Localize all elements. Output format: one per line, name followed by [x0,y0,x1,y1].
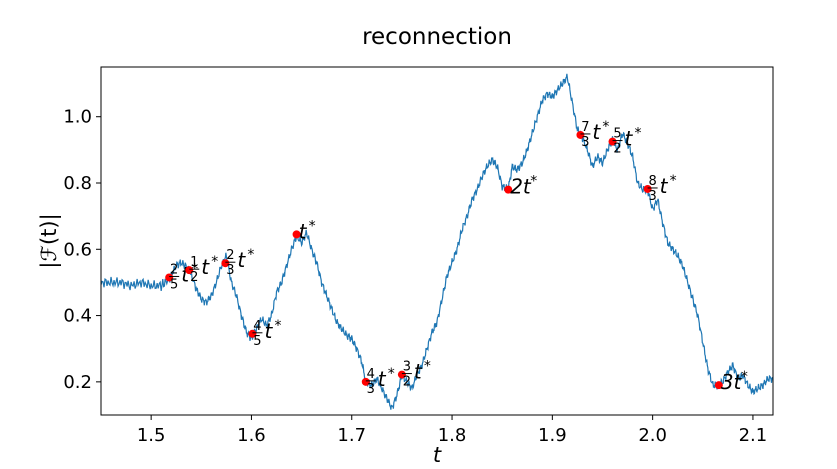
annotation-frac-num: 2 [170,262,178,277]
plot-frame [100,66,774,416]
annotation-frac-den: 3 [581,135,589,150]
annotation-frac-num: 4 [253,319,261,334]
marker-annotation: 32 t * [401,359,431,390]
annotation-label: 2t [510,175,532,199]
annotation-sup: * [602,119,609,135]
marker-point [397,370,406,379]
annotation-frac-num: 8 [648,174,656,189]
marker-point [292,230,301,239]
y-tick-label: 1.0 [63,107,92,128]
x-tick-label: 2.1 [739,425,768,446]
marker-annotation: 45 t * [252,318,281,349]
marker-annotation: 83 t * [647,173,677,204]
marker-point [504,185,513,194]
annotation-label: t [299,219,308,243]
annotation-sup: * [309,218,316,234]
annotation-frac-den: 3 [226,263,234,278]
annotation-frac-num: 3 [403,360,411,375]
y-axis-label: |ℱ(t)| [37,213,62,268]
annotation-sup: * [424,359,431,375]
marker-point [221,259,230,268]
x-tick-label: 2.0 [638,425,667,446]
annotation-frac-num: 1 [190,255,198,270]
annotation-label: t [237,248,246,272]
annotation-label: t [625,127,634,151]
annotation-sup: * [388,366,395,382]
annotation-sup: * [670,173,677,189]
marker-point [185,266,194,275]
x-tick-label: 1.8 [438,425,467,446]
annotation-label: t [660,174,669,198]
annotation-frac-den: 2 [613,142,621,157]
marker-point [248,329,257,338]
y-tick-label: 0.8 [63,173,92,194]
annotation-label: t [414,360,423,384]
marker-annotation: 52 t * [612,126,642,157]
annotation-sup: * [211,254,218,270]
x-tick-label: 1.9 [538,425,567,446]
annotation-sup: * [530,174,537,190]
x-tick-label: 1.5 [137,425,166,446]
marker-point [714,381,723,390]
annotation-frac-num: 4 [367,367,375,382]
annotation-frac-den: 5 [253,334,261,349]
annotation-label: t [264,319,273,343]
annotation-frac-den: 2 [190,270,198,285]
marker-annotation: 3t * [721,369,748,394]
marker-annotation: 2t * [510,174,537,199]
series-line [101,73,773,410]
annotation-label: 3t [721,370,743,394]
x-tick-label: 1.6 [237,425,266,446]
annotation-frac-den: 3 [648,189,656,204]
y-tick-label: 0.6 [63,239,92,260]
y-tick-label: 0.4 [63,306,92,327]
annotation-label: t [378,367,387,391]
annotation-label: t [201,255,210,279]
annotation-frac-den: 2 [403,375,411,390]
annotation-sup: * [741,369,748,385]
annotation-frac-den: 5 [170,277,178,292]
annotation-frac-num: 2 [226,248,234,263]
marker-point [361,377,370,386]
annotation-frac-num: 7 [581,120,589,135]
annotation-sup: * [635,126,642,142]
marker-point [643,184,652,193]
annotation-frac-num: 5 [613,127,621,142]
annotation-label: t [592,120,601,144]
annotation-sup: * [274,318,281,334]
marker-point [576,130,585,139]
marker-point [165,273,174,282]
annotation-frac-den: 3 [367,382,375,397]
annotation-label: t [181,262,190,286]
x-axis-label: t [433,443,442,467]
chart-title: reconnection [362,24,512,50]
marker-point [608,137,617,146]
marker-annotation: 12 t * [189,254,218,285]
y-tick-label: 0.2 [63,372,92,393]
marker-annotation: 73 t * [580,119,609,150]
annotation-sup: * [247,247,254,263]
marker-annotation: t * [299,218,316,243]
marker-annotation: 23 t * [225,247,254,278]
x-tick-label: 1.7 [337,425,366,446]
marker-annotation: 43 t * [365,366,395,397]
